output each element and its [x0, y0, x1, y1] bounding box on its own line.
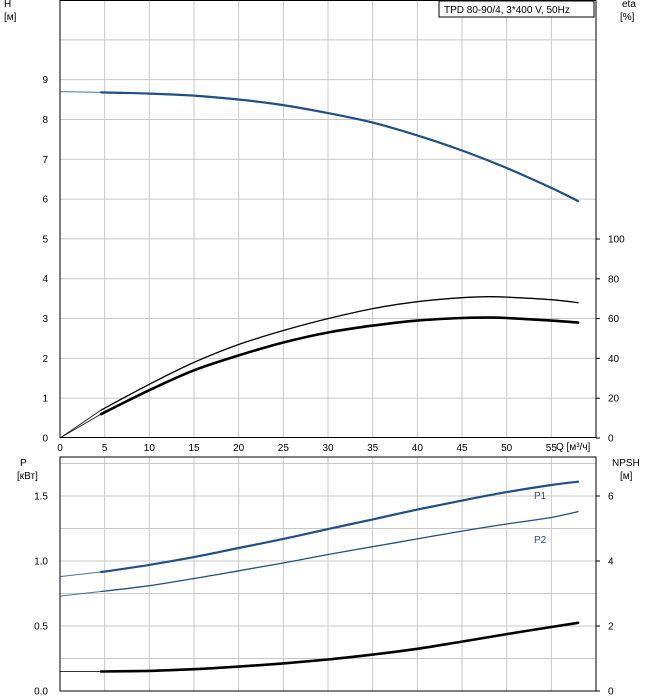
top-left-tick-label: 0	[42, 434, 48, 445]
chart-title-box	[438, 0, 595, 18]
series-p1-line	[100, 480, 580, 574]
x-tick-label: 0	[57, 443, 63, 454]
bottom-right-tick-label: 2	[608, 622, 614, 633]
bottom-right-tick-label: 6	[608, 492, 614, 503]
x-tick-label: 25	[278, 443, 290, 454]
top-left-tick-label: 9	[42, 75, 48, 86]
bottom-left-tick-label: 0.5	[34, 622, 48, 633]
bottom-right-axis-label-line2: [м]	[620, 471, 633, 482]
top-left-tick-label: 3	[42, 314, 48, 325]
series-label-p2: P2	[534, 535, 547, 546]
top-left-axis-label-line1: H	[4, 0, 11, 10]
top-right-tick-label: 80	[608, 274, 620, 285]
top-plot-frame	[59, 0, 597, 438]
x-tick-label: 55	[546, 443, 558, 454]
top-left-tick-label: 2	[42, 354, 48, 365]
x-tick-label: 10	[144, 443, 156, 454]
top-lines	[59, 91, 580, 439]
series-eta-2-extension-line	[59, 413, 102, 439]
series-npsh-line	[99, 621, 580, 673]
bottom-right-tick-label: 0	[608, 687, 614, 698]
bottom-panel: 0.0 0.5 1.0 1.5 0 2 4 6 P [кВт] NPSH [м] P1 P2	[17, 456, 640, 698]
top-panel: 0 5 10 15 20 25 30 35 40 45 50 55012345678902040608…	[4, 0, 636, 454]
x-tick-label: 35	[367, 443, 379, 454]
x-axis-label: Q [м³/ч]	[556, 442, 591, 453]
x-tick-label: 30	[322, 443, 334, 454]
top-right-tick-label: 40	[608, 354, 620, 365]
bottom-left-tick-label: 0.0	[34, 687, 48, 698]
top-right-axis-label-line2: [%]	[620, 12, 635, 23]
top-left-tick-label: 6	[42, 195, 48, 206]
x-tick-label: 15	[188, 443, 200, 454]
bottom-left-axis-label-line2: [кВт]	[17, 471, 38, 482]
chart-title: TPD 80-90/4, 3*400 V, 50Hz	[444, 5, 570, 16]
top-left-tick-label: 7	[42, 155, 48, 166]
top-right-tick-label: 0	[608, 434, 614, 445]
series-head-line	[100, 91, 580, 203]
top-right-tick-label: 60	[608, 314, 620, 325]
series-p1-extension-line	[59, 571, 102, 578]
top-right-tick-label: 20	[608, 394, 620, 405]
top-ticks: 0 5 10 15 20 25 30 35 40 45 50 55012345678902040608…	[42, 75, 625, 454]
x-tick-label: 20	[233, 443, 245, 454]
series-label-p1: P1	[534, 491, 547, 502]
top-left-tick-label: 5	[42, 234, 48, 245]
series-head-extension-line	[59, 91, 102, 93]
bottom-grid	[60, 457, 596, 691]
x-tick-label: 45	[456, 443, 468, 454]
x-tick-label: 40	[412, 443, 424, 454]
series-eta-2-line	[99, 316, 580, 416]
bottom-left-tick-label: 1.5	[34, 492, 48, 503]
top-left-axis-label-line2: [м]	[4, 12, 17, 23]
top-right-tick-label: 100	[608, 235, 625, 246]
series-eta-1-line	[100, 296, 579, 411]
bottom-right-tick-label: 4	[608, 557, 614, 568]
bottom-plot-frame	[59, 456, 597, 692]
series-eta-1-extension-line	[59, 409, 102, 439]
top-right-axis-label-line1: eta	[622, 0, 636, 10]
bottom-left-tick-label: 1.0	[34, 557, 48, 568]
series-p2-extension-line	[59, 591, 102, 597]
bottom-right-axis-label-line1: NPSH	[612, 458, 640, 469]
x-tick-label: 5	[102, 443, 108, 454]
bottom-lines	[59, 480, 580, 673]
bottom-ticks: 0.0 0.5 1.0 1.5 0 2 4 6	[34, 492, 614, 698]
top-left-tick-label: 4	[42, 274, 48, 285]
x-tick-label: 50	[501, 443, 513, 454]
series-p2-line	[100, 510, 579, 593]
top-grid	[60, 0, 596, 438]
top-left-tick-label: 8	[42, 115, 48, 126]
bottom-left-axis-label-line1: P	[20, 458, 27, 469]
top-left-tick-label: 1	[42, 394, 48, 405]
